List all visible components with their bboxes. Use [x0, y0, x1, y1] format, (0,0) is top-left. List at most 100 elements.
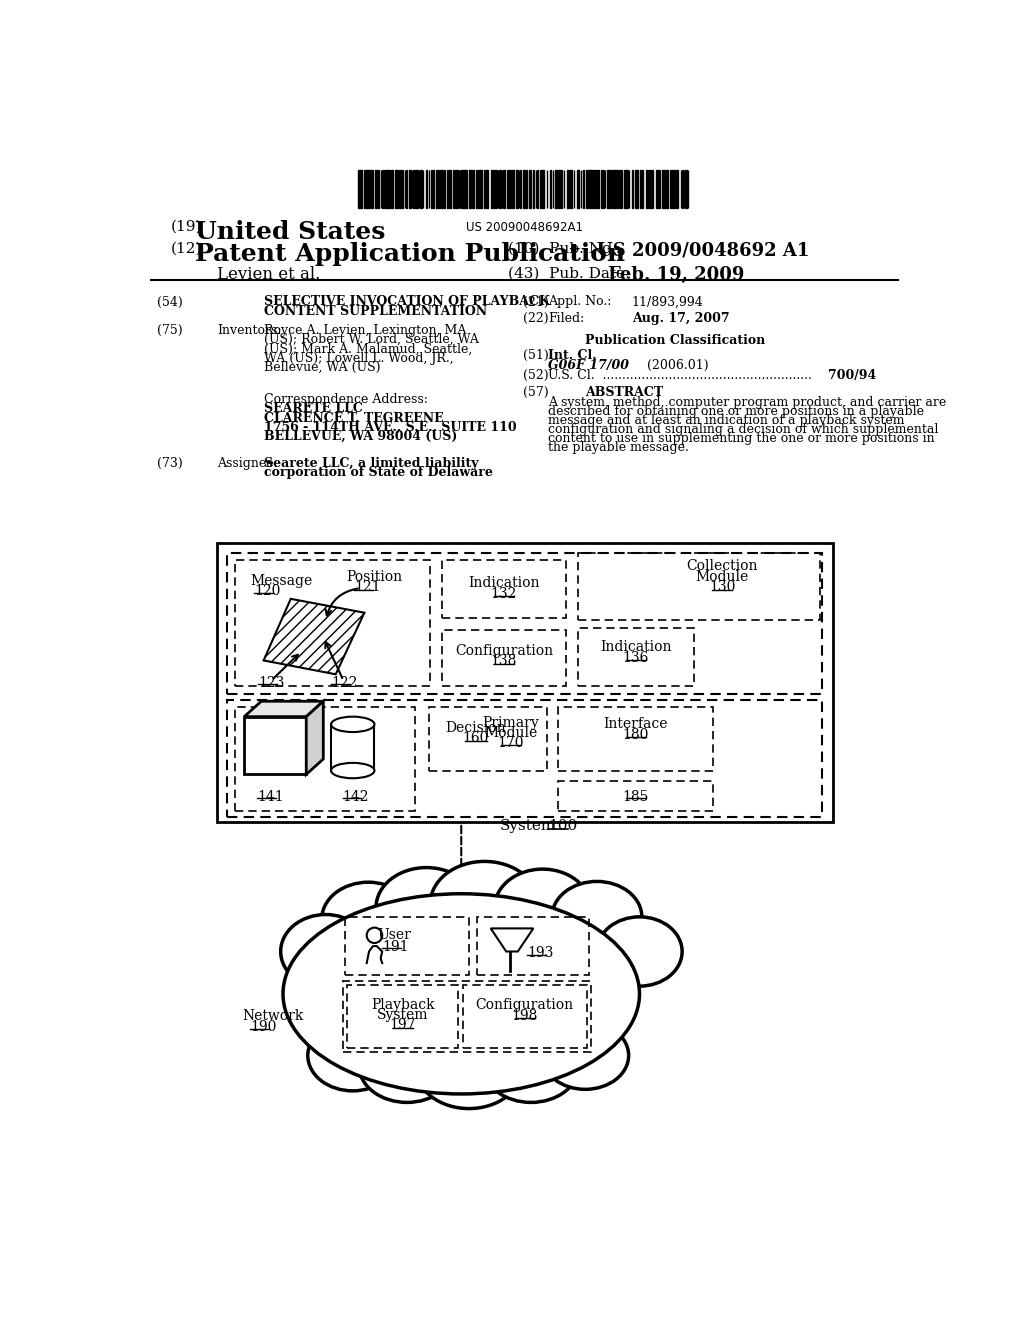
Bar — [375, 170, 377, 209]
Bar — [234, 706, 415, 812]
Bar — [463, 985, 587, 1048]
Bar — [607, 170, 608, 209]
Text: 132: 132 — [490, 586, 517, 601]
Bar — [555, 170, 557, 209]
Bar — [245, 717, 306, 775]
Ellipse shape — [417, 1028, 521, 1109]
Bar — [217, 544, 834, 822]
Bar — [512, 170, 514, 209]
Bar — [345, 917, 469, 974]
Text: Configuration: Configuration — [476, 998, 573, 1012]
Text: Assignee:: Assignee: — [217, 457, 278, 470]
Bar — [420, 170, 422, 209]
Text: (12): (12) — [171, 242, 202, 256]
Bar — [558, 780, 713, 812]
Text: Inventors:: Inventors: — [217, 323, 282, 337]
Text: (75): (75) — [158, 323, 183, 337]
Bar — [486, 170, 488, 209]
Ellipse shape — [331, 763, 375, 779]
Ellipse shape — [308, 1020, 397, 1090]
Text: Bellevue, WA (US): Bellevue, WA (US) — [263, 360, 380, 374]
Bar — [646, 170, 648, 209]
Text: 138: 138 — [490, 655, 517, 668]
Text: Module: Module — [695, 570, 749, 583]
Text: corporation of State of Delaware: corporation of State of Delaware — [263, 466, 493, 479]
Bar — [627, 170, 628, 209]
Text: User: User — [378, 928, 412, 942]
Bar — [649, 170, 651, 209]
Text: (57): (57) — [523, 387, 549, 400]
Ellipse shape — [597, 917, 682, 986]
Bar — [461, 170, 464, 209]
Bar — [500, 170, 501, 209]
Text: 100: 100 — [548, 818, 578, 833]
Text: 141: 141 — [257, 789, 284, 804]
Ellipse shape — [367, 928, 382, 942]
Bar — [672, 170, 674, 209]
Bar — [594, 170, 596, 209]
Text: U.S. Cl.  ......................................................: U.S. Cl. ...............................… — [548, 368, 812, 381]
Bar — [386, 170, 388, 209]
Text: (US); Mark A. Malamud, Seattle,: (US); Mark A. Malamud, Seattle, — [263, 342, 472, 355]
Text: ABSTRACT: ABSTRACT — [586, 387, 664, 400]
Bar — [483, 170, 485, 209]
Text: BELLEVUE, WA 98004 (US): BELLEVUE, WA 98004 (US) — [263, 430, 457, 444]
Text: 190: 190 — [251, 1020, 276, 1034]
Bar — [429, 706, 547, 771]
Bar — [368, 170, 370, 209]
Bar — [642, 170, 643, 209]
Text: Indication: Indication — [600, 640, 672, 655]
Text: (51): (51) — [523, 350, 549, 363]
Bar — [609, 170, 611, 209]
Text: Searete LLC, a limited liability: Searete LLC, a limited liability — [263, 457, 478, 470]
Bar — [227, 700, 821, 817]
Text: Correspondence Address:: Correspondence Address: — [263, 393, 427, 407]
Text: 191: 191 — [382, 940, 409, 954]
Text: 120: 120 — [254, 585, 281, 598]
Bar — [464, 170, 467, 209]
Text: System: System — [500, 818, 556, 833]
Bar — [472, 170, 474, 209]
Bar — [322, 906, 608, 1071]
Bar — [378, 170, 379, 209]
Text: (54): (54) — [158, 296, 183, 309]
Bar — [597, 170, 599, 209]
Bar — [586, 170, 589, 209]
Text: 198: 198 — [512, 1010, 538, 1023]
Text: 170: 170 — [498, 737, 524, 750]
Text: Primary: Primary — [482, 715, 540, 730]
Text: Playback: Playback — [371, 998, 434, 1012]
Text: 136: 136 — [623, 651, 649, 665]
Text: A system, method, computer program product, and carrier are: A system, method, computer program produ… — [548, 396, 946, 409]
Text: Message: Message — [251, 574, 312, 589]
Polygon shape — [245, 701, 324, 717]
Bar — [578, 553, 820, 620]
Polygon shape — [306, 701, 324, 775]
Text: Royce A. Levien, Lexington, MA: Royce A. Levien, Lexington, MA — [263, 323, 466, 337]
Bar — [441, 170, 443, 209]
Text: 122: 122 — [331, 676, 357, 690]
Text: System: System — [377, 1008, 428, 1023]
Text: (US); Robert W. Lord, Seattle, WA: (US); Robert W. Lord, Seattle, WA — [263, 333, 478, 346]
Bar — [569, 170, 572, 209]
Bar — [234, 561, 430, 686]
Bar — [532, 170, 535, 209]
Bar — [592, 170, 593, 209]
Text: Publication Classification: Publication Classification — [586, 334, 766, 347]
Ellipse shape — [483, 1028, 579, 1102]
Ellipse shape — [283, 894, 640, 1094]
Bar — [658, 170, 660, 209]
Ellipse shape — [281, 915, 371, 989]
Bar — [401, 170, 403, 209]
Text: 130: 130 — [709, 581, 735, 594]
Bar — [566, 170, 569, 209]
Bar — [503, 170, 505, 209]
Text: 700/94: 700/94 — [827, 368, 876, 381]
Text: (19): (19) — [171, 220, 202, 234]
Text: message and at least an indication of a playback system: message and at least an indication of a … — [548, 414, 904, 428]
Text: 1756 - 114TH AVE., S.E., SUITE 110: 1756 - 114TH AVE., S.E., SUITE 110 — [263, 421, 516, 434]
Bar — [410, 170, 411, 209]
Bar — [550, 170, 551, 209]
Text: Module: Module — [484, 726, 538, 741]
Bar — [676, 170, 678, 209]
